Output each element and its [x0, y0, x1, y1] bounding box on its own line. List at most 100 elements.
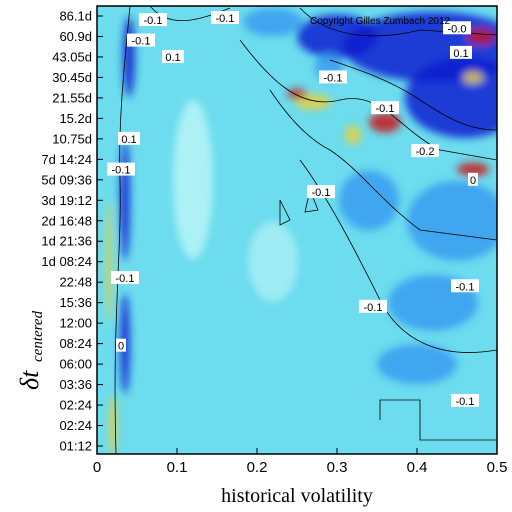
heatmap-blob	[106, 201, 112, 322]
heatmap-blob	[467, 28, 495, 45]
heatmap-blob	[243, 8, 303, 37]
contour-label: -0.1	[216, 13, 235, 25]
contour-label: -0.1	[312, 187, 331, 199]
contour-label-box	[127, 33, 155, 47]
heatmap-blob	[339, 170, 399, 231]
contour-label: -0.1	[144, 15, 163, 27]
contour-label: -0.1	[324, 72, 343, 84]
contour-label: -0.1	[132, 36, 151, 48]
y-tick-label: 02:24	[59, 418, 92, 433]
x-tick-label: 0.3	[327, 459, 348, 476]
contour-label-box	[468, 172, 478, 186]
heatmap-blob	[123, 16, 135, 97]
x-axis: 0 0.1 0.2 0.3 0.4 0.5	[93, 448, 508, 476]
heatmap-blob	[369, 112, 401, 133]
heatmap-blob	[120, 140, 130, 261]
heatmap-blob	[297, 14, 377, 59]
y-tick-label: 2d 16:48	[41, 213, 92, 228]
contour-line	[304, 188, 319, 213]
contour-label: -0.1	[112, 165, 131, 177]
plot-frame	[96, 5, 498, 455]
contour-label: -0.1	[364, 302, 383, 314]
contour-label: 0.1	[453, 48, 468, 60]
contour-label: -0.0	[448, 23, 467, 35]
contour-label: -0.1	[456, 396, 475, 408]
y-tick-label: 06:00	[59, 357, 92, 372]
contour-label: 0.1	[165, 52, 180, 64]
contour-line	[279, 199, 291, 226]
contour-line	[269, 89, 497, 241]
contour-label-box	[307, 185, 335, 199]
heatmap-blob	[248, 221, 298, 302]
contour-label: -0.2	[416, 146, 435, 158]
y-axis: 86.1d 60.9d 43.05d 30.45d 21.55d 15.2d 10.75d 7…	[41, 9, 103, 454]
heatmap-blob	[463, 71, 483, 84]
contour-label: -0.1	[376, 103, 395, 115]
x-tick-label: 0.4	[407, 459, 428, 476]
copyright-text: Copyright Gilles Zumbach 2012	[310, 16, 451, 27]
contour-label-box	[319, 70, 347, 84]
contour-label: -0.1	[116, 273, 135, 285]
y-axis-label-sub: centered	[30, 310, 46, 362]
contour-line	[239, 39, 497, 161]
x-tick-label: 0	[93, 459, 101, 476]
y-tick-label: 15:36	[59, 295, 92, 310]
contour-line	[299, 7, 497, 37]
contour-label: -0.1	[456, 281, 475, 293]
contour-label-box	[359, 299, 387, 313]
contour-label-box	[443, 21, 471, 35]
x-tick-label: 0.2	[247, 459, 268, 476]
contour-label: 0	[118, 341, 124, 353]
plot-area	[97, 6, 497, 454]
y-axis-label: δt centered	[15, 310, 46, 390]
contour-label-box	[111, 271, 139, 285]
contour-label: 0	[470, 175, 476, 187]
heatmap-blob	[407, 180, 497, 261]
y-tick-label: 1d 08:24	[41, 254, 92, 269]
y-tick-label: 10.75d	[52, 131, 92, 146]
y-tick-label: 21.55d	[52, 90, 92, 105]
contour-label-box	[162, 49, 184, 63]
y-tick-label: 01:12	[59, 439, 92, 454]
contour-line	[379, 399, 497, 441]
contour-label-box	[411, 144, 439, 158]
x-tick-label: 0.5	[487, 459, 508, 476]
contour-label-box	[139, 13, 167, 27]
contour-label-box	[116, 338, 126, 352]
heatmap-blob	[173, 99, 213, 260]
contour-labels: -0.1 -0.1 0.1 -0.1 -0.1 -0.0 0.1 -0.1 -0.2 0 -0.1 -…	[107, 11, 479, 408]
y-tick-label: 12:00	[59, 316, 92, 331]
y-tick-label: 1d 21:36	[41, 234, 92, 249]
y-tick-label: 43.05d	[52, 49, 92, 64]
contour-label-box	[118, 131, 140, 145]
contour-label-box	[107, 162, 135, 176]
y-tick-label: 60.9d	[59, 29, 92, 44]
heatmap-blob	[457, 162, 489, 177]
contour-label-box	[211, 11, 239, 25]
contour-label-box	[451, 393, 479, 407]
y-tick-label: 86.1d	[59, 9, 92, 24]
y-tick-label: 22:48	[59, 275, 92, 290]
contour-line	[329, 59, 497, 131]
y-tick-label: 3d 19:12	[41, 193, 92, 208]
contour-label-box	[451, 279, 479, 293]
heatmap-blob	[287, 88, 307, 99]
y-axis-label-main: δt	[15, 370, 44, 390]
y-tick-label: 08:24	[59, 336, 92, 351]
y-tick-label: 15.2d	[59, 111, 92, 126]
heatmap-blobs	[106, 8, 497, 454]
contour-label: 0.1	[121, 134, 136, 146]
y-tick-label: 30.45d	[52, 70, 92, 85]
contour-line	[114, 6, 131, 454]
y-tick-label: 7d 14:24	[41, 152, 92, 167]
x-axis-label: historical volatility	[221, 485, 373, 507]
y-tick-label: 5d 09:36	[41, 172, 92, 187]
heatmap-blob	[377, 344, 457, 385]
y-tick-label: 02:24	[59, 398, 92, 413]
y-tick-label: 03:36	[59, 377, 92, 392]
heatmap-blob	[345, 124, 361, 145]
contour-label-box	[450, 45, 472, 59]
contour-label-box	[371, 101, 399, 115]
x-tick-label: 0.1	[167, 459, 188, 476]
